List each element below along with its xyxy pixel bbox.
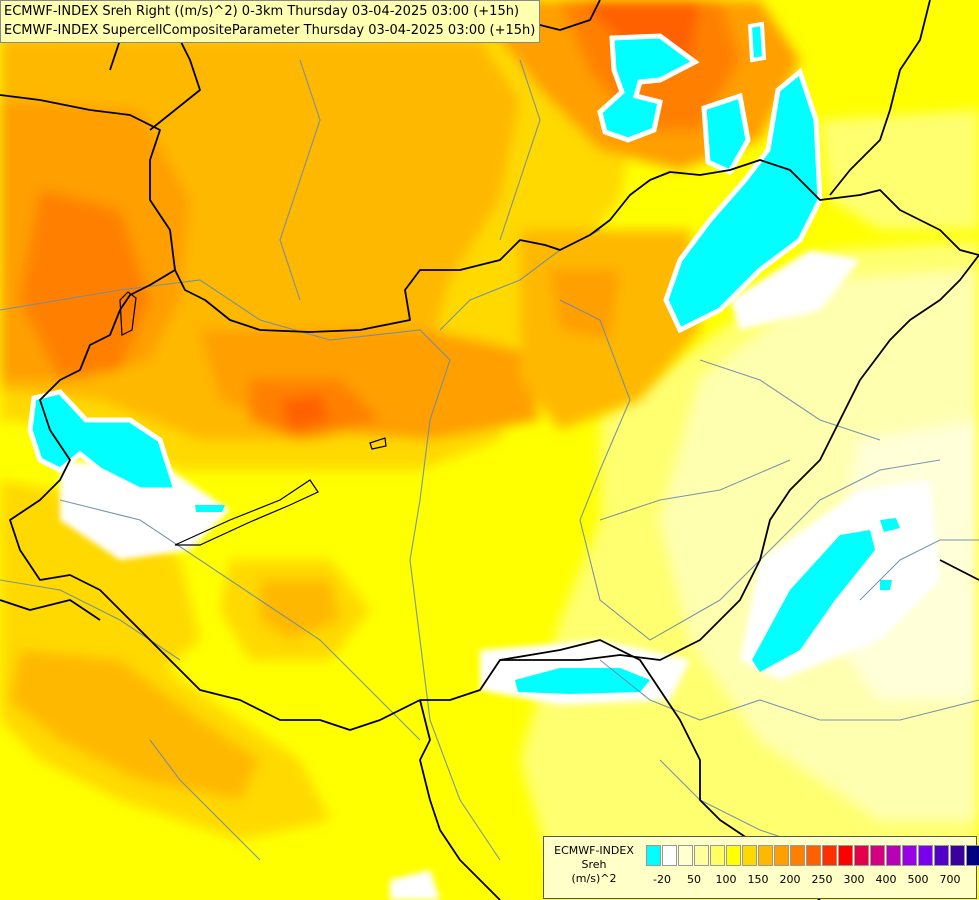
- legend-source: ECMWF-INDEX: [554, 844, 634, 857]
- negative-helicity-region: [27, 21, 900, 694]
- legend-swatch: [758, 845, 773, 866]
- legend-swatches: [646, 845, 979, 866]
- legend-label: ECMWF-INDEX Sreh (m/s)^2: [544, 844, 644, 886]
- legend-tick-label: 200: [779, 873, 801, 886]
- legend-swatch: [726, 845, 741, 866]
- legend-swatch: [966, 845, 979, 866]
- legend-swatch: [774, 845, 789, 866]
- legend-swatch: [918, 845, 933, 866]
- legend-ticks: -20 50 100 150 200 250 300 400 500 700: [646, 873, 976, 889]
- legend-tick-label: 700: [939, 873, 961, 886]
- map-title-box: ECMWF-INDEX Sreh Right ((m/s)^2) 0-3km T…: [0, 0, 541, 43]
- legend-tick-label: 500: [907, 873, 929, 886]
- legend-swatch: [902, 845, 917, 866]
- legend-tick-label: 100: [715, 873, 737, 886]
- legend-tick-label: 300: [843, 873, 865, 886]
- legend-swatch: [742, 845, 757, 866]
- legend-tick-label: 400: [875, 873, 897, 886]
- lake-outlines: [119, 291, 387, 546]
- legend-swatch: [646, 845, 661, 866]
- legend-variable: Sreh: [581, 858, 607, 871]
- legend-tick-label: 250: [811, 873, 833, 886]
- legend-tick-label: 150: [747, 873, 769, 886]
- legend-swatch: [822, 845, 837, 866]
- legend-swatch: [934, 845, 949, 866]
- legend-swatch: [662, 845, 677, 866]
- legend-tick-label: -20: [653, 873, 671, 886]
- legend-swatch: [854, 845, 869, 866]
- legend-swatch: [806, 845, 821, 866]
- legend-swatch: [790, 845, 805, 866]
- moderate-helicity-region: [0, 0, 979, 840]
- legend-swatch: [838, 845, 853, 866]
- legend-swatch: [870, 845, 885, 866]
- legend-swatch: [710, 845, 725, 866]
- legend-tick-label: 50: [687, 873, 701, 886]
- legend-swatch: [678, 845, 693, 866]
- legend-swatch: [694, 845, 709, 866]
- legend-unit: (m/s)^2: [571, 872, 617, 885]
- legend-swatch: [886, 845, 901, 866]
- color-legend: ECMWF-INDEX Sreh (m/s)^2 -20 50 100 150 200 2…: [543, 836, 979, 899]
- map-title-line-1: ECMWF-INDEX Sreh Right ((m/s)^2) 0-3km T…: [4, 4, 520, 19]
- map-title-line-2: ECMWF-INDEX SupercellCompositeParameter …: [4, 23, 536, 38]
- legend-swatch: [950, 845, 965, 866]
